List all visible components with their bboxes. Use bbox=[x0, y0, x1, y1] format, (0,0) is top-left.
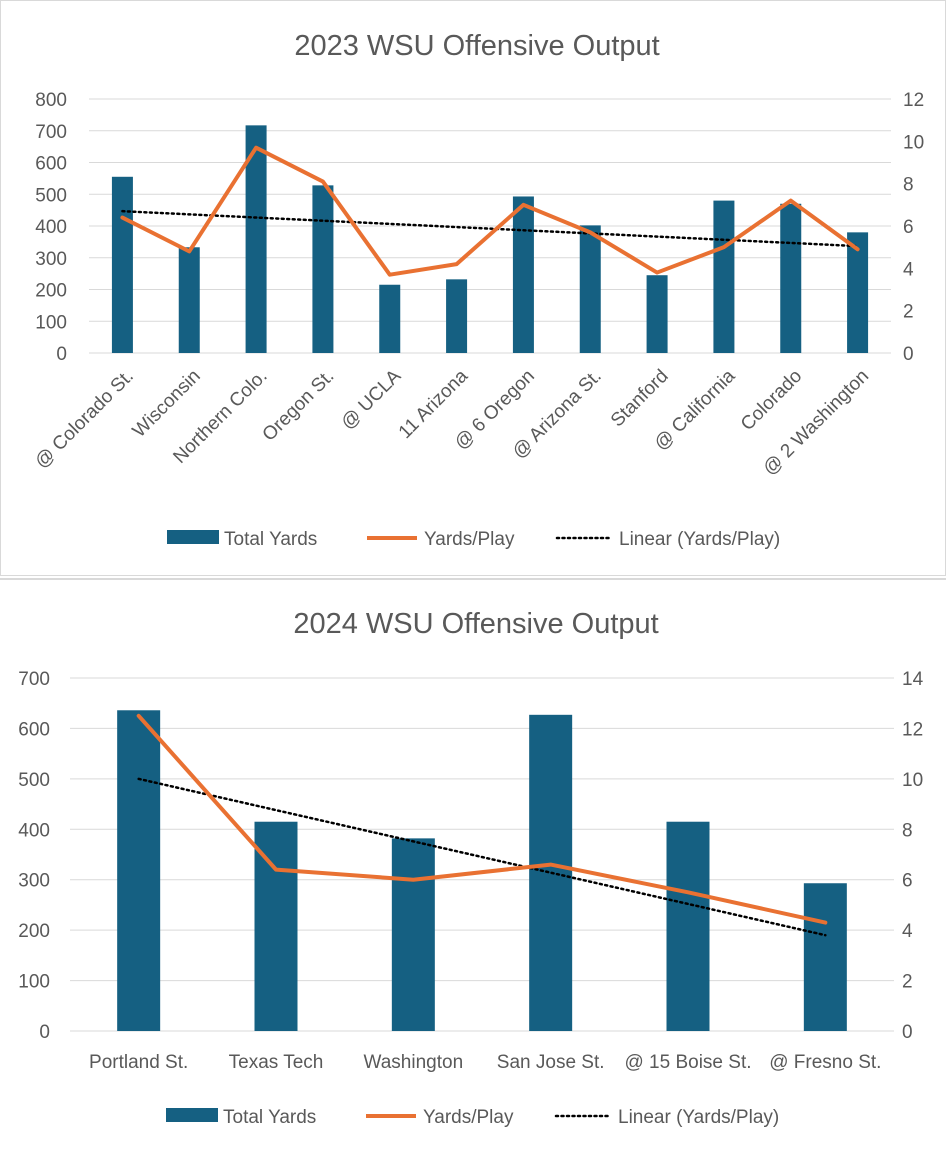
legend-swatch-total-yards bbox=[166, 1108, 218, 1122]
x-tick-label: Texas Tech bbox=[229, 1052, 324, 1073]
bar bbox=[446, 279, 467, 353]
y-tick-label-primary: 300 bbox=[18, 871, 50, 892]
y-tick-label-secondary: 0 bbox=[903, 344, 914, 365]
bar bbox=[667, 822, 710, 1031]
y-tick-label-primary: 700 bbox=[18, 669, 50, 690]
x-tick-label: @ Colorado St. bbox=[31, 366, 138, 473]
gridlines bbox=[89, 99, 891, 353]
y-tick-label-secondary: 10 bbox=[903, 132, 924, 153]
y-tick-label-primary: 400 bbox=[35, 217, 67, 238]
legend-label: Yards/Play bbox=[424, 529, 515, 550]
y-tick-label-primary: 800 bbox=[35, 90, 67, 111]
x-tick-label: @ Fresno St. bbox=[769, 1052, 881, 1073]
legend-label: Linear (Yards/Play) bbox=[618, 1107, 779, 1128]
x-tick-label: San Jose St. bbox=[497, 1052, 605, 1073]
bar bbox=[780, 204, 801, 353]
legend-label: Yards/Play bbox=[423, 1107, 514, 1128]
chart-title: 2024 WSU Offensive Output bbox=[293, 608, 658, 640]
series-total-yards bbox=[112, 125, 868, 353]
y-tick-label-primary: 0 bbox=[56, 344, 67, 365]
y-tick-label-primary: 200 bbox=[18, 921, 50, 942]
x-tick-label: Stanford bbox=[607, 366, 673, 432]
legend-label: Linear (Yards/Play) bbox=[619, 529, 780, 550]
x-tick-label: @ UCLA bbox=[337, 365, 405, 433]
y-tick-label-primary: 100 bbox=[35, 312, 67, 333]
bar bbox=[647, 275, 668, 353]
x-tick-label: Colorado bbox=[737, 366, 806, 435]
bar bbox=[513, 196, 534, 353]
y-tick-label-secondary: 6 bbox=[903, 217, 914, 238]
bar bbox=[117, 710, 160, 1031]
y-tick-label-primary: 700 bbox=[35, 122, 67, 143]
y-tick-label-secondary: 6 bbox=[902, 871, 913, 892]
chart-title: 2023 WSU Offensive Output bbox=[294, 30, 659, 62]
legend-label: Total Yards bbox=[224, 529, 317, 550]
y-tick-label-primary: 300 bbox=[35, 249, 67, 270]
y-tick-label-primary: 200 bbox=[35, 281, 67, 302]
bar bbox=[112, 177, 133, 353]
bar bbox=[179, 247, 200, 353]
y-tick-label-secondary: 4 bbox=[902, 921, 913, 942]
legend-swatch-total-yards bbox=[167, 530, 219, 544]
y-tick-label-secondary: 8 bbox=[902, 820, 913, 841]
gridlines bbox=[70, 678, 894, 1031]
y-tick-label-secondary: 2 bbox=[902, 972, 913, 993]
chart-2024-svg: 2024 WSU Offensive Output 01002003004005… bbox=[0, 580, 946, 1151]
bar bbox=[392, 838, 435, 1031]
bar bbox=[580, 225, 601, 353]
bar bbox=[804, 883, 847, 1031]
trendline-yards-per-play bbox=[139, 779, 826, 935]
line-yards-per-play bbox=[122, 148, 857, 275]
legend: Total Yards Yards/Play Linear (Yards/Play) bbox=[166, 1107, 779, 1128]
y-tick-label-secondary: 2 bbox=[903, 302, 914, 323]
y-tick-label-secondary: 12 bbox=[903, 90, 924, 111]
bar bbox=[379, 285, 400, 353]
y-tick-label-primary: 600 bbox=[35, 154, 67, 175]
y-tick-label-secondary: 8 bbox=[903, 175, 914, 196]
y-tick-label-secondary: 4 bbox=[903, 259, 914, 280]
legend: Total Yards Yards/Play Linear (Yards/Play) bbox=[167, 529, 780, 550]
x-tick-label: Portland St. bbox=[89, 1052, 188, 1073]
x-tick-label: @ 15 Boise St. bbox=[624, 1052, 751, 1073]
y-tick-label-primary: 0 bbox=[39, 1022, 50, 1043]
y-tick-label-primary: 100 bbox=[18, 972, 50, 993]
bar bbox=[312, 185, 333, 353]
y-tick-label-primary: 500 bbox=[18, 770, 50, 791]
chart-2023-svg: 2023 WSU Offensive Output 01002003004005… bbox=[1, 1, 946, 577]
y-tick-label-secondary: 0 bbox=[902, 1022, 913, 1043]
bar bbox=[713, 201, 734, 353]
y-tick-label-primary: 500 bbox=[35, 185, 67, 206]
x-tick-label: Washington bbox=[364, 1052, 464, 1073]
y-tick-label-primary: 400 bbox=[18, 820, 50, 841]
y-tick-label-secondary: 14 bbox=[902, 669, 924, 690]
y-tick-label-secondary: 12 bbox=[902, 719, 923, 740]
y-tick-label-primary: 600 bbox=[18, 719, 50, 740]
legend-label: Total Yards bbox=[223, 1107, 316, 1128]
line-yards-per-play bbox=[139, 716, 826, 923]
y-tick-label-secondary: 10 bbox=[902, 770, 923, 791]
x-tick-label: Oregon St. bbox=[259, 366, 339, 446]
